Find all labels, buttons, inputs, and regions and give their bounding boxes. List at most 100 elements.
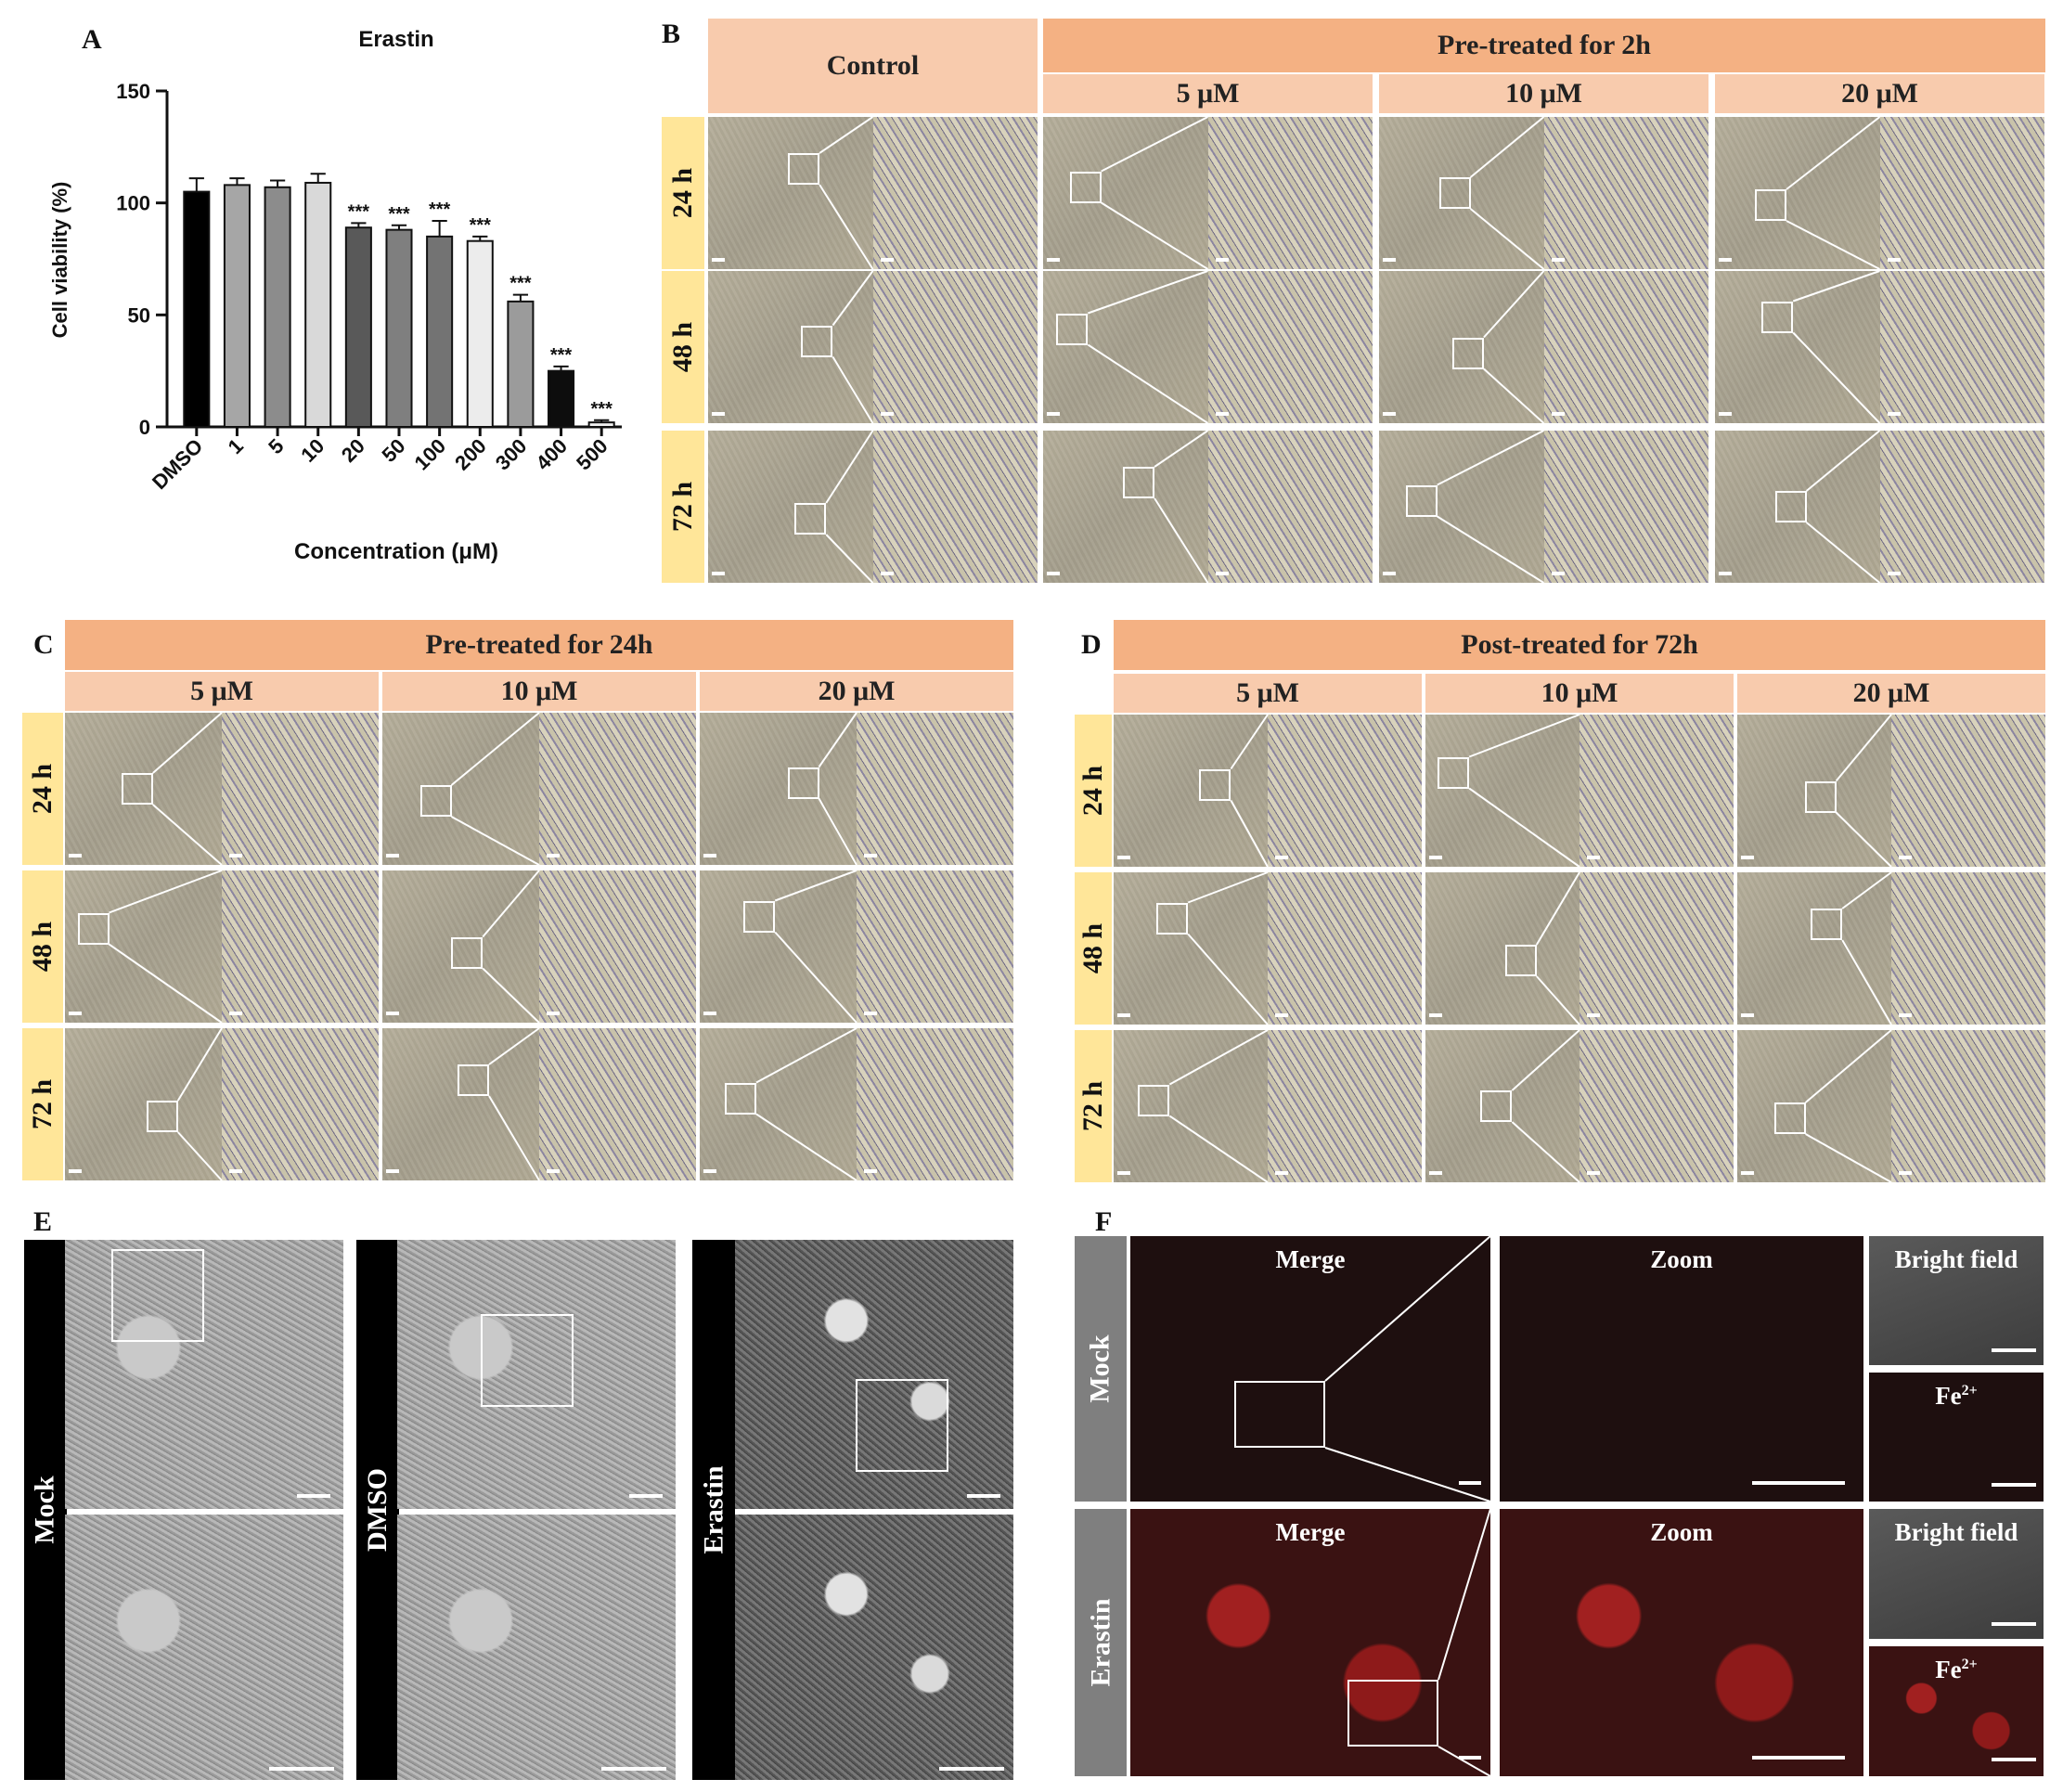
viability-bar-chart: Erastin Cell viability (%) Concentration… <box>48 27 622 564</box>
scale-bar <box>1117 1171 1130 1175</box>
em-inset-box <box>111 1249 204 1342</box>
scale-bar <box>1117 1013 1130 1017</box>
scale-bar <box>229 854 242 857</box>
micrograph-d-r0-c1-overview <box>1425 715 1579 867</box>
scale-bar <box>880 412 894 416</box>
inset-box <box>1504 945 1537 976</box>
control-label: Control <box>826 50 920 81</box>
em-overview-1 <box>397 1240 676 1509</box>
scale-bar <box>880 572 894 575</box>
merge-image-0: Merge <box>1130 1236 1490 1502</box>
micrograph-c-r2-c1-zoom <box>539 1028 696 1180</box>
inset-box <box>419 785 452 817</box>
scale-bar <box>1887 258 1901 262</box>
scale-bar <box>1719 412 1732 416</box>
header-control: Control <box>708 19 1038 113</box>
time-label-b-0-text: 24 h <box>667 167 698 219</box>
scale-bar <box>1992 1348 2036 1352</box>
significance-mark: *** <box>509 274 532 294</box>
x-tick-label: DMSO <box>148 434 207 494</box>
posttreated-72h-label: Post-treated for 72h <box>1461 629 1698 660</box>
inset-box <box>1804 780 1837 813</box>
panel-b-letter: B <box>662 19 681 49</box>
bar-50 <box>385 228 413 428</box>
inset-box <box>743 900 776 933</box>
scale-bar <box>1551 412 1565 416</box>
micrograph-b-r0-c1-zoom <box>1207 117 1373 269</box>
bar-DMSO <box>183 190 211 428</box>
bright-field-label: Bright field <box>1894 1518 2018 1546</box>
time-label-b-2: 72 h <box>662 431 704 583</box>
micrograph-d-r2-c1-zoom <box>1579 1030 1734 1182</box>
micrograph-d-r1-c1-overview <box>1425 872 1579 1025</box>
scale-bar <box>864 1169 877 1173</box>
scale-bar <box>1752 1756 1845 1760</box>
micrograph-b-r2-c2-zoom <box>1543 431 1708 583</box>
fluor-inset-box <box>1234 1381 1325 1448</box>
scale-bar <box>1047 412 1060 416</box>
micrograph-c-r2-c0-zoom <box>222 1028 379 1180</box>
scale-bar <box>1429 856 1442 859</box>
inset-box <box>1199 768 1231 801</box>
micrograph-c-r2-c0-overview <box>65 1028 222 1180</box>
scale-bar <box>1047 258 1060 262</box>
merge-image-1: Merge <box>1130 1509 1490 1776</box>
micrograph-b-r1-c1-zoom <box>1207 271 1373 423</box>
time-label-b-0: 24 h <box>662 117 704 269</box>
micrograph-b-r1-c3-zoom <box>1879 271 2044 423</box>
chart-title: Erastin <box>358 27 433 52</box>
x-tick-label: 20 <box>337 434 369 467</box>
em-zoom-1 <box>397 1515 676 1780</box>
scale-bar <box>1741 856 1754 859</box>
micrograph-d-r2-c2-overview <box>1737 1030 1891 1182</box>
inset-box <box>1069 171 1102 203</box>
scale-bar <box>229 1012 242 1015</box>
scale-bar <box>1429 1171 1442 1175</box>
scale-bar <box>69 1012 82 1015</box>
scale-bar <box>1551 572 1565 575</box>
inset-box <box>451 936 484 969</box>
time-label-b-2-text: 72 h <box>667 481 698 533</box>
bar-400 <box>548 369 575 428</box>
scale-bar <box>1992 1758 2036 1761</box>
scale-bar <box>1741 1013 1754 1017</box>
scale-bar <box>1887 412 1901 416</box>
significance-mark: *** <box>550 345 573 366</box>
scale-bar <box>547 1012 560 1015</box>
scale-bar <box>1887 572 1901 575</box>
inset-box <box>458 1064 489 1096</box>
micrograph-c-r0-c0-zoom <box>222 713 379 865</box>
bright-field-label: Bright field <box>1894 1245 2018 1273</box>
x-tick-label: 300 <box>491 434 532 475</box>
scale-bar <box>1383 412 1396 416</box>
inset-box <box>788 153 820 185</box>
inset-box <box>146 1101 178 1132</box>
zoom-image-0: Zoom <box>1500 1236 1863 1502</box>
fe-label-sup: 2+ <box>1961 1383 1978 1399</box>
em-inset-box <box>856 1379 948 1472</box>
bar-5 <box>264 186 291 428</box>
inset-box <box>1811 909 1843 940</box>
dose-header-b-10-text: 10 μM <box>1505 78 1582 109</box>
micrograph-b-r2-c2-overview <box>1379 431 1544 583</box>
panel-e-letter: E <box>33 1206 53 1237</box>
scale-bar <box>297 1494 330 1498</box>
scale-bar <box>1459 1756 1481 1760</box>
micrograph-c-r0-c2-zoom <box>857 713 1013 865</box>
dose-header-b-20: 20 μM <box>1715 74 2044 113</box>
scale-bar <box>1587 856 1600 859</box>
bar-500 <box>587 421 615 429</box>
micrograph-c-r1-c0-zoom <box>222 870 379 1023</box>
scale-bar <box>386 854 399 857</box>
chart-ylabel: Cell viability (%) <box>48 182 71 339</box>
dose-header-b-10: 10 μM <box>1379 74 1708 113</box>
zoom-image-1: Zoom <box>1500 1509 1863 1776</box>
x-tick-label: 200 <box>450 434 491 475</box>
em-zoom-0 <box>65 1515 343 1780</box>
scale-bar <box>880 258 894 262</box>
scale-bar <box>1047 572 1060 575</box>
inset-box <box>801 325 833 357</box>
pretreated-2h-label: Pre-treated for 2h <box>1438 30 1651 60</box>
inset-box <box>1156 902 1189 935</box>
scale-bar <box>1215 572 1229 575</box>
